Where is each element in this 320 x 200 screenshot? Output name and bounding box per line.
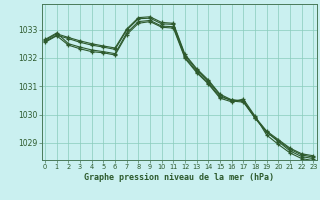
X-axis label: Graphe pression niveau de la mer (hPa): Graphe pression niveau de la mer (hPa) [84, 173, 274, 182]
